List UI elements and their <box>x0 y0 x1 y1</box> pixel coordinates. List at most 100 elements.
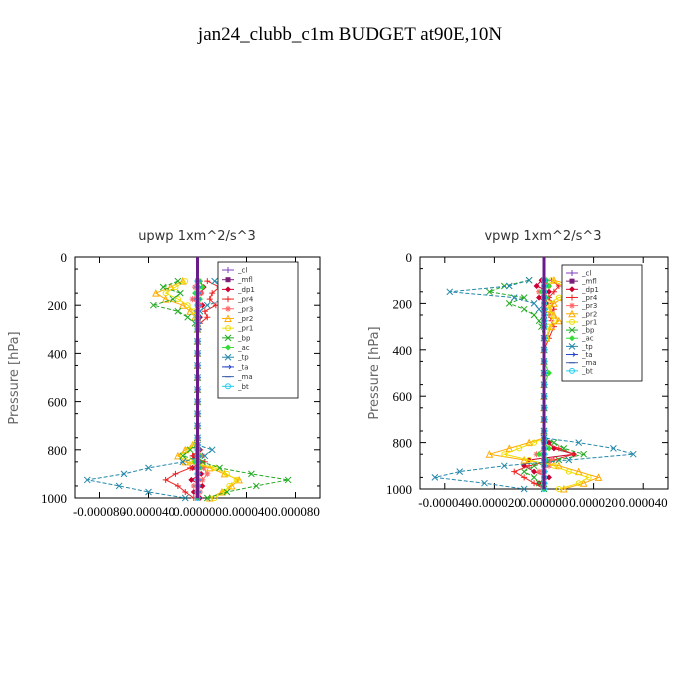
vpwp-legend-marker <box>569 335 575 342</box>
vpwp-legend-label: _ac <box>581 335 594 343</box>
vpwp-legend-label: _ma <box>581 359 597 367</box>
upwp-point-pr3 <box>189 296 196 303</box>
upwp-point-pr1 <box>179 452 186 459</box>
vpwp-x-tick-label: -0.000020 <box>468 495 521 510</box>
upwp-legend-label: _pr3 <box>237 305 253 313</box>
vpwp-point-tp <box>510 294 518 301</box>
upwp-legend-marker <box>225 364 232 370</box>
vpwp-point-pr2 <box>555 461 563 470</box>
vpwp-y-tick-label: 1000 <box>386 482 412 497</box>
upwp-point-pr2 <box>174 451 182 460</box>
upwp-point-pr4 <box>201 308 208 315</box>
vpwp-legend-label: _tp <box>581 343 593 351</box>
upwp-point-bp <box>184 313 192 321</box>
vpwp-point-pr2 <box>520 455 528 464</box>
upwp-point-bp <box>203 494 211 502</box>
vpwp-point-pr2 <box>555 316 563 325</box>
vpwp-point-tp <box>575 439 583 446</box>
vpwp-point-bp <box>555 456 563 464</box>
upwp-legend-label: _ta <box>237 363 249 371</box>
upwp-legend-label: _ac <box>237 344 250 352</box>
vpwp-point-bp <box>560 445 568 452</box>
vpwp-y-axis-label: Pressure [hPa] <box>367 326 382 419</box>
upwp-point-pr4 <box>174 482 181 489</box>
upwp-point-pr4 <box>209 290 216 297</box>
vpwp-point-ac <box>545 370 552 376</box>
vpwp-point-ac <box>536 451 543 458</box>
vpwp-legend-marker <box>569 318 575 325</box>
upwp-legend-label: _dp1 <box>237 286 255 294</box>
vpwp-point-pr4 <box>555 445 562 452</box>
upwp-y-tick-label: 800 <box>48 443 68 458</box>
vpwp-point-pr2 <box>547 322 556 331</box>
vpwp-point-pr1 <box>575 480 582 487</box>
upwp-point-tp <box>201 452 209 460</box>
upwp-legend-label: _mfl <box>237 276 253 284</box>
upwp-legend-marker <box>225 286 231 293</box>
vpwp-point-bp <box>505 300 513 307</box>
vpwp-point-tp <box>565 456 573 464</box>
vpwp-point-pr1 <box>548 312 555 318</box>
upwp-legend-marker <box>224 353 232 361</box>
upwp-point-pr3 <box>199 476 206 483</box>
vpwp-point-tp <box>610 445 617 452</box>
vpwp-point-dp1 <box>545 474 552 481</box>
upwp-point-tp <box>120 470 128 478</box>
vpwp-point-pr1 <box>516 445 523 452</box>
vpwp-point-pr1 <box>555 486 562 492</box>
vpwp-point-tp <box>520 485 528 493</box>
upwp-point-pr2 <box>235 475 243 484</box>
vpwp-legend-marker <box>568 343 576 350</box>
upwp-point-pr4 <box>204 314 211 321</box>
upwp-legend-marker <box>225 296 231 303</box>
vpwp-point-pr4 <box>511 468 518 475</box>
vpwp-legend-marker <box>569 367 575 374</box>
vpwp-legend-label: _mfl <box>581 278 597 286</box>
upwp-panel-title: upwp 1xm^2/s^3 <box>138 229 256 244</box>
vpwp-point-tp <box>431 474 439 481</box>
upwp-x-tick-label: 0.000000 <box>173 504 222 519</box>
upwp-point-pr2 <box>178 301 187 309</box>
vpwp-point-pr1 <box>555 294 562 301</box>
upwp-point-pr1 <box>226 482 233 489</box>
vpwp-point-pr4 <box>531 480 538 487</box>
vpwp-legend-marker <box>568 326 576 334</box>
figure-title: jan24_clubb_c1m BUDGET at90E,10N <box>197 24 502 45</box>
vpwp-point-ac <box>545 445 552 452</box>
vpwp-y-tick-label: 600 <box>393 389 413 404</box>
upwp-point-dp1 <box>188 476 195 483</box>
vpwp-legend-label: _dp1 <box>581 286 599 294</box>
vpwp-point-bp <box>580 450 588 458</box>
upwp-point-tp <box>203 301 211 309</box>
vpwp-point-pr2 <box>594 473 603 481</box>
upwp-point-pr2 <box>161 295 170 303</box>
upwp-legend-marker <box>225 383 231 390</box>
vpwp-point-bp <box>530 474 538 481</box>
vpwp-y-tick-label: 200 <box>393 296 413 311</box>
upwp-point-pr4 <box>162 476 169 483</box>
vpwp-legend-label: _bt <box>581 367 593 375</box>
upwp-point-pr1 <box>233 476 240 483</box>
vpwp-point-pr3 <box>548 457 555 463</box>
upwp-point-pr4 <box>206 296 213 303</box>
vpwp-x-tick-label: -0.000040 <box>418 495 471 510</box>
upwp-y-tick-label: 400 <box>48 346 68 361</box>
upwp-point-pr4 <box>182 488 189 495</box>
vpwp-legend-box <box>561 264 643 382</box>
vpwp-legend-label: _ta <box>581 351 593 359</box>
vpwp-legend: _cl_mfl_dp1_pr4_pr3_pr2_pr1_bp_ac_tp_ta_… <box>561 264 643 382</box>
upwp-point-tp <box>145 464 152 472</box>
vpwp-point-pr1 <box>531 439 538 446</box>
upwp-point-pr4 <box>204 278 211 285</box>
upwp-y-tick-label: 600 <box>48 395 68 410</box>
vpwp-point-bp <box>486 288 493 296</box>
vpwp-point-dp1 <box>533 283 540 289</box>
vpwp-legend-marker <box>569 278 575 284</box>
vpwp-legend-marker <box>569 294 575 301</box>
upwp-point-tp <box>211 277 219 285</box>
vpwp-point-pr4 <box>550 288 557 295</box>
upwp-point-pr2 <box>227 481 236 490</box>
upwp-legend-marker <box>225 267 231 273</box>
vpwp-point-pr3 <box>536 468 543 475</box>
